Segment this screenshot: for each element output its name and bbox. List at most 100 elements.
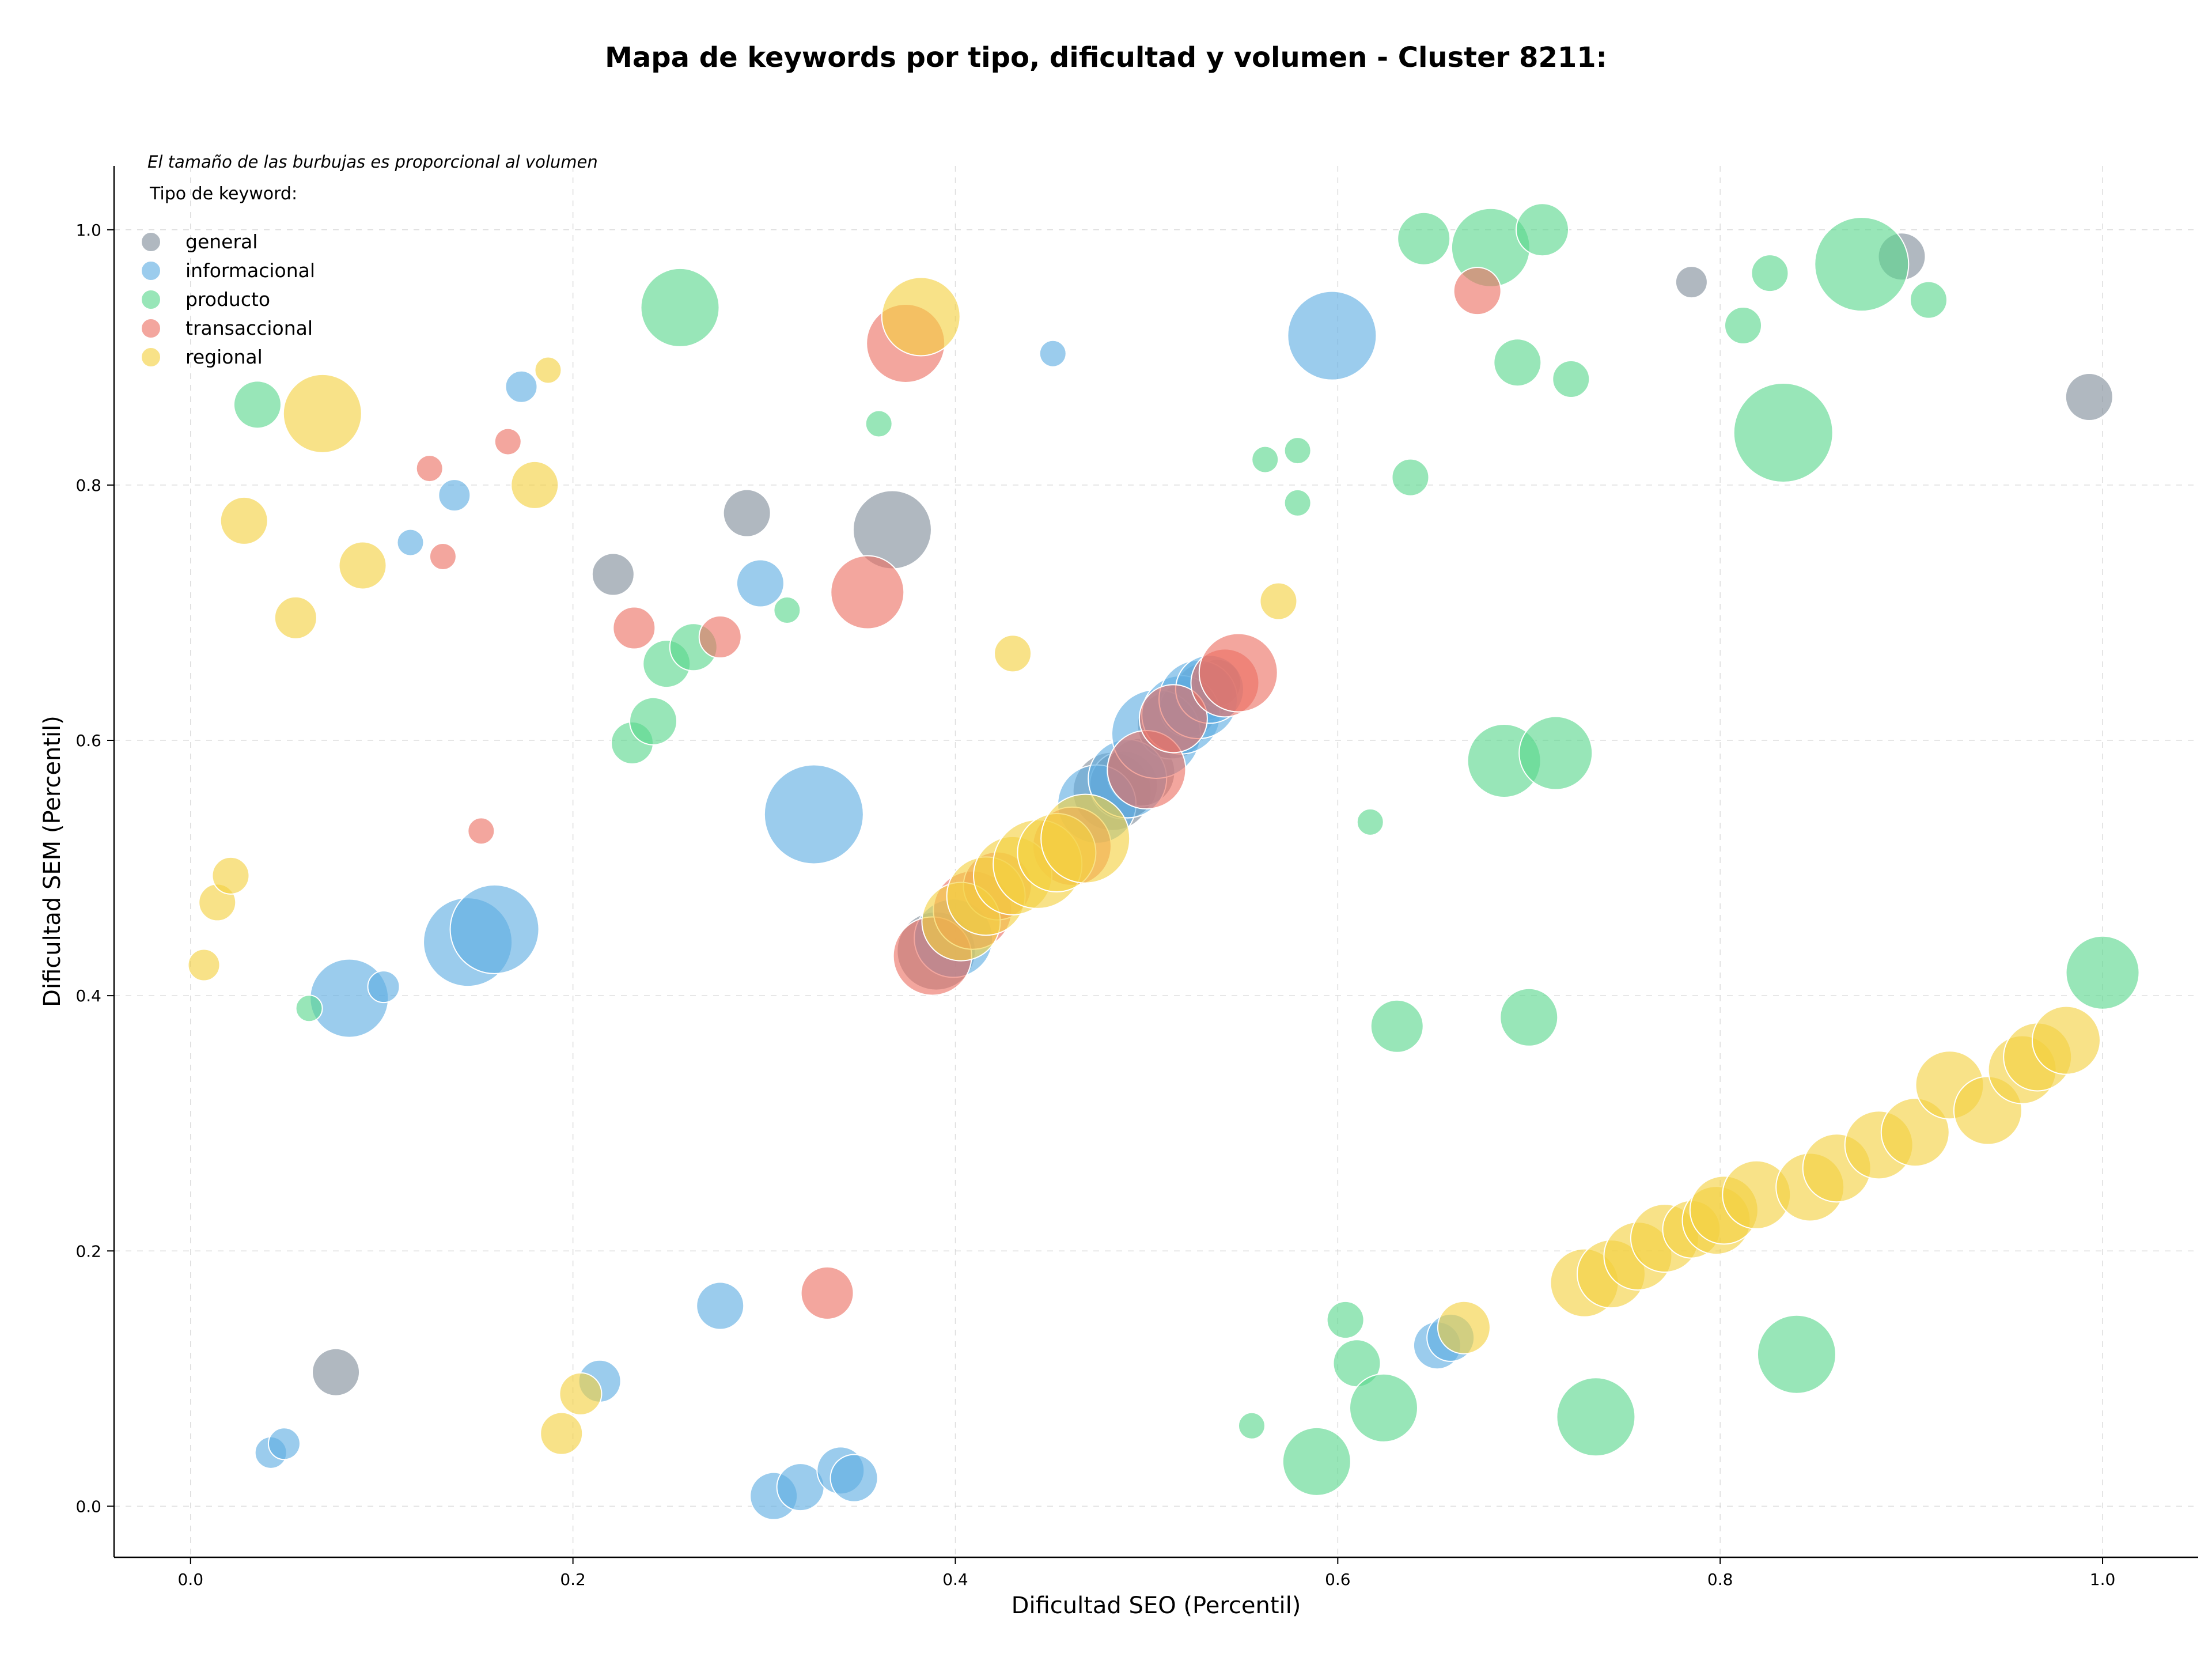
x-tick-label: 0.8	[1707, 1570, 1733, 1589]
bubble-producto	[865, 410, 893, 438]
bubble-producto	[1326, 1300, 1365, 1339]
bubble-informacional	[830, 1454, 878, 1503]
bubble-regional	[219, 496, 268, 545]
bubble-regional	[282, 373, 362, 453]
bubble-regional	[1437, 1300, 1491, 1354]
bubble-transaccional	[467, 817, 495, 845]
bubble-transaccional	[1138, 684, 1208, 754]
bubble-regional	[994, 634, 1032, 673]
legend-marker-general	[141, 232, 161, 252]
chart-title: Mapa de keywords por tipo, dificultad y …	[605, 41, 1607, 74]
legend: general informacional producto transacciona…	[141, 230, 315, 368]
y-tick-label: 0.0	[75, 1497, 101, 1516]
bubble-producto	[1724, 306, 1763, 345]
bubble-informacional	[1039, 339, 1067, 368]
x-axis-ticks: 0.0 0.2 0.4 0.6 0.8 1.0	[178, 1557, 2116, 1589]
bubble-transaccional	[429, 542, 457, 570]
bubble-regional	[540, 1412, 584, 1455]
x-tick-label: 0.4	[942, 1570, 968, 1589]
bubble-producto	[1814, 217, 1910, 312]
bubble-producto	[1733, 383, 1834, 483]
bubble-producto	[773, 596, 801, 625]
bubble-regional	[1259, 582, 1298, 620]
legend-marker-regional	[141, 347, 161, 368]
x-axis-label: Dificultad SEO (Percentil)	[1012, 1592, 1301, 1619]
legend-label-informacional: informacional	[185, 259, 315, 282]
bubble-informacional	[438, 479, 471, 512]
bubble-transaccional	[612, 606, 656, 650]
legend-label-regional: regional	[185, 346, 263, 368]
bubble-producto	[1283, 489, 1312, 517]
bubble-transaccional	[1453, 267, 1502, 316]
y-tick-label: 0.8	[75, 476, 101, 495]
bubble-transaccional	[800, 1266, 854, 1320]
bubble-producto	[295, 994, 323, 1023]
legend-title: Tipo de keyword:	[149, 184, 297, 204]
y-axis-label: Dificultad SEM (Percentil)	[39, 716, 66, 1007]
bubble-general	[1675, 266, 1708, 299]
y-tick-label: 0.2	[75, 1242, 101, 1261]
bubble-informacional	[1287, 290, 1377, 381]
bubble-producto	[1251, 445, 1279, 474]
bubble-informacional	[505, 370, 538, 403]
bubble-producto	[1349, 1373, 1418, 1443]
bubble-regional	[534, 356, 562, 384]
bubble-general	[591, 553, 635, 596]
bubble-informacional	[367, 970, 400, 1004]
bubble-producto	[1499, 987, 1559, 1047]
bubble-transaccional	[494, 427, 522, 456]
bubble-regional	[338, 541, 387, 590]
bubble-producto	[1391, 458, 1430, 497]
bubble-producto	[1518, 716, 1593, 790]
bubble-producto	[640, 267, 720, 347]
bubble-transaccional	[415, 455, 444, 483]
y-tick-label: 1.0	[75, 221, 101, 240]
x-tick-label: 0.0	[178, 1570, 204, 1589]
x-tick-label: 0.2	[560, 1570, 586, 1589]
legend-label-general: general	[185, 230, 257, 253]
bubble-transaccional	[1198, 633, 1278, 713]
size-note: El tamaño de las burbujas es proporciona…	[147, 152, 598, 172]
bubble-general	[312, 1348, 361, 1397]
bubble-producto	[1493, 338, 1542, 387]
bubble-producto	[233, 380, 282, 429]
bubble-regional	[1040, 793, 1131, 884]
bubble-general	[2065, 373, 2113, 422]
bubble-producto	[629, 697, 678, 746]
bubble-producto	[1909, 281, 1948, 319]
bubble-regional	[559, 1372, 603, 1416]
bubble-regional	[187, 948, 221, 982]
grid-lines	[114, 166, 2198, 1557]
bubble-producto	[1751, 254, 1789, 293]
y-tick-label: 0.6	[75, 731, 101, 750]
bubble-regional	[510, 460, 559, 509]
bubble-producto	[2065, 935, 2140, 1010]
bubble-transaccional	[698, 615, 742, 659]
x-tick-label: 1.0	[2090, 1570, 2116, 1589]
bubble-regional	[274, 596, 317, 640]
legend-label-producto: producto	[185, 288, 270, 311]
bubble-producto	[1282, 1427, 1351, 1496]
bubble-producto	[1397, 211, 1451, 266]
bubble-regional	[1880, 1098, 1950, 1167]
bubble-informacional	[396, 528, 425, 557]
bubble-producto	[1237, 1412, 1266, 1440]
y-tick-label: 0.4	[75, 986, 101, 1005]
bubble-producto	[1283, 437, 1312, 465]
bubble-informacional	[449, 884, 540, 974]
bubble-producto	[1356, 808, 1384, 836]
bubble-regional	[881, 277, 961, 357]
bubble-producto	[1515, 203, 1569, 257]
legend-label-transaccional: transaccional	[185, 317, 313, 339]
legend-marker-transaccional	[141, 318, 161, 339]
bubble-regional	[211, 856, 250, 895]
bubble-transaccional	[830, 555, 905, 630]
bubble-producto	[1556, 1377, 1636, 1457]
y-axis-ticks: 0.0 0.2 0.4 0.6 0.8 1.0	[75, 221, 114, 1516]
bubble-informacional	[736, 559, 785, 608]
bubble-producto	[1552, 360, 1590, 399]
bubble-regional	[2031, 1005, 2101, 1075]
bubble-general	[722, 489, 771, 538]
bubble-producto	[1756, 1314, 1836, 1394]
